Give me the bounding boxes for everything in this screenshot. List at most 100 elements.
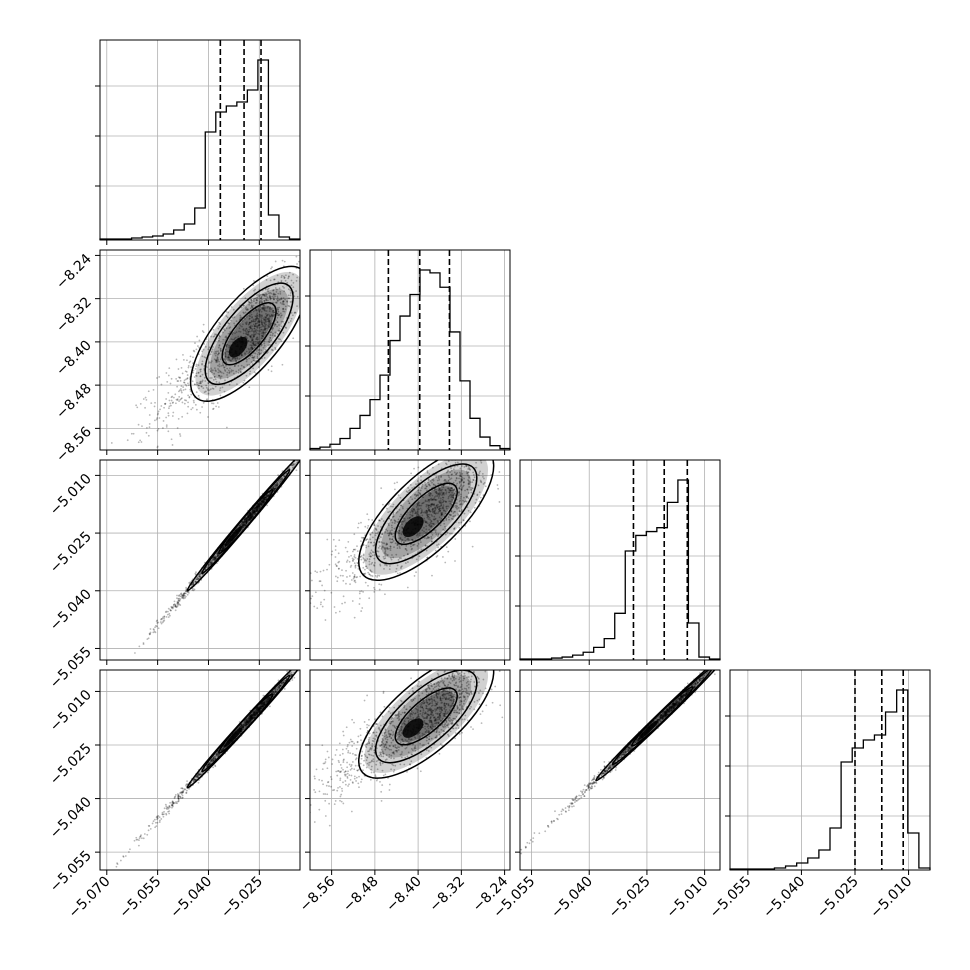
scatter-point — [248, 517, 251, 520]
scatter-point — [451, 494, 454, 497]
scatter-point — [228, 358, 231, 361]
scatter-point — [181, 596, 184, 598]
scatter-point — [378, 588, 381, 591]
scatter-point — [210, 562, 213, 564]
scatter-point — [245, 521, 248, 524]
scatter-point — [161, 621, 164, 624]
scatter-point — [150, 402, 153, 405]
scatter-point — [253, 325, 256, 327]
scatter-point — [262, 502, 264, 505]
scatter-point — [248, 326, 251, 328]
scatter-point — [251, 514, 254, 517]
scatter-point — [277, 329, 280, 332]
scatter-point — [191, 406, 194, 409]
scatter-point — [251, 325, 254, 328]
scatter-point — [256, 508, 259, 511]
scatter-point — [160, 383, 163, 386]
scatter-point — [273, 488, 275, 491]
scatter-point — [265, 295, 268, 297]
scatter-point — [445, 463, 448, 466]
scatter-point — [169, 609, 172, 612]
scatter-point — [360, 521, 362, 524]
scatter-point — [425, 521, 427, 524]
scatter-point — [186, 359, 188, 362]
scatter-point — [216, 359, 218, 361]
scatter-point — [252, 359, 255, 362]
scatter-point — [455, 473, 457, 476]
scatter-point — [152, 631, 155, 634]
scatter-point — [256, 317, 259, 319]
scatter-point — [225, 344, 228, 347]
scatter-point — [167, 610, 169, 613]
scatter-point — [162, 420, 165, 422]
scatter-point — [249, 336, 252, 338]
scatter-point — [211, 371, 213, 374]
scatter-point — [185, 590, 188, 593]
scatter-point — [152, 388, 155, 391]
scatter-point — [429, 510, 432, 513]
scatter-point — [200, 380, 202, 383]
scatter-point — [397, 518, 400, 521]
scatter-point — [218, 321, 221, 324]
scatter-point — [330, 553, 333, 556]
scatter-point — [272, 297, 275, 300]
scatter-point — [517, 441, 519, 443]
scatter-point — [197, 364, 200, 366]
scatter-point — [197, 394, 200, 397]
scatter-point — [270, 314, 273, 316]
scatter-point — [260, 349, 263, 352]
scatter-point — [250, 304, 253, 307]
scatter-point — [262, 499, 265, 502]
scatter-point — [353, 575, 356, 578]
scatter-point — [186, 377, 189, 380]
scatter-point — [179, 593, 182, 596]
scatter-point — [314, 591, 317, 594]
scatter-point — [215, 333, 217, 336]
scatter-point — [216, 357, 219, 360]
scatter-point — [189, 355, 192, 358]
scatter-point — [263, 500, 265, 503]
scatter-point — [262, 497, 265, 500]
scatter-point — [249, 514, 252, 517]
scatter-point — [293, 676, 296, 679]
scatter-point — [185, 792, 188, 794]
scatter-point — [204, 390, 207, 393]
scatter-point — [182, 386, 185, 388]
scatter-point — [223, 329, 226, 332]
scatter-point — [353, 562, 356, 565]
scatter-point — [249, 516, 252, 519]
scatter-point — [441, 506, 444, 509]
scatter-point — [493, 455, 495, 457]
scatter-point — [219, 394, 222, 397]
scatter-point — [360, 590, 363, 593]
scatter-point — [163, 617, 165, 620]
scatter-point — [260, 321, 263, 324]
scatter-point — [241, 521, 244, 524]
scatter-point — [260, 502, 263, 505]
scatter-point — [373, 586, 375, 589]
scatter-point — [198, 384, 200, 387]
scatter-point — [249, 511, 252, 513]
scatter-point — [259, 503, 262, 506]
scatter-point — [279, 316, 282, 319]
scatter-point — [255, 508, 258, 511]
scatter-point — [413, 467, 415, 470]
scatter-point — [219, 370, 222, 373]
scatter-point — [258, 505, 261, 508]
scatter-point — [182, 389, 185, 391]
scatter-point — [256, 506, 258, 509]
scatter-point — [204, 380, 207, 382]
scatter-point — [248, 514, 250, 517]
scatter-point — [273, 324, 276, 327]
scatter-point — [196, 578, 199, 581]
scatter-point — [253, 511, 255, 514]
scatter-point — [462, 499, 464, 502]
scatter-point — [218, 352, 220, 355]
scatter-point — [251, 346, 253, 349]
scatter-point — [252, 511, 255, 514]
scatter-point — [363, 573, 366, 576]
scatter-point — [257, 293, 260, 296]
scatter-point — [263, 329, 266, 331]
scatter-point — [269, 297, 272, 300]
scatter-point — [276, 483, 279, 486]
